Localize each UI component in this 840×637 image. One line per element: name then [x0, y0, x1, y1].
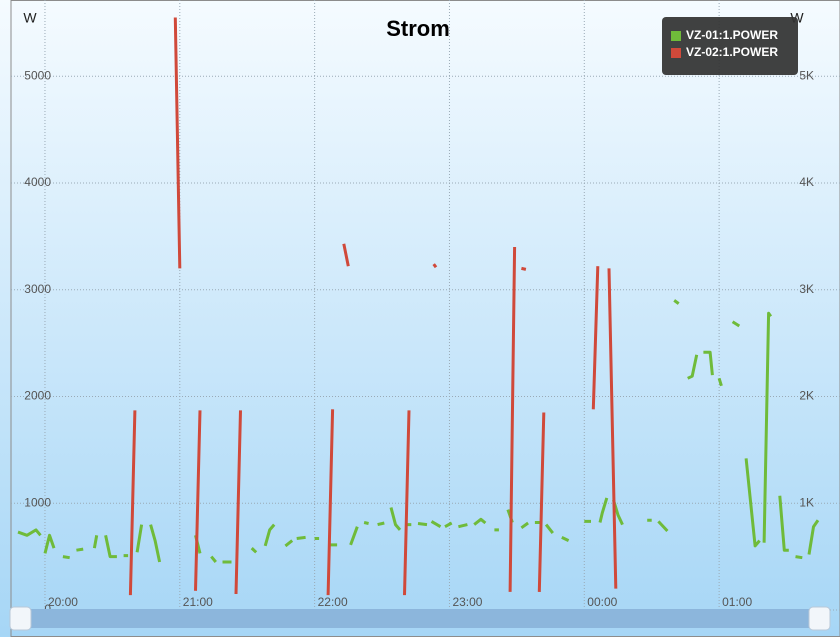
y2-tick-label: 5K [799, 68, 814, 82]
y2-tick-label: 4K [799, 175, 814, 189]
legend-label: VZ-02:1.POWER [686, 45, 778, 59]
series-line [17, 299, 820, 564]
x-tick-label: 22:00 [318, 595, 348, 609]
scrollbar-track[interactable] [14, 609, 826, 628]
scrollbar[interactable] [9, 606, 831, 631]
x-tick-label: 21:00 [183, 595, 213, 609]
y-axis-label: W [23, 10, 37, 26]
x-tick-label: 20:00 [48, 595, 78, 609]
scroll-handle-right[interactable] [808, 606, 831, 631]
x-tick-label: 00:00 [587, 595, 617, 609]
x-tick-label: 23:00 [452, 595, 482, 609]
y2-tick-label: 1K [799, 495, 814, 509]
series-line [128, 17, 618, 596]
legend: VZ-01:1.POWER VZ-02:1.POWER [662, 17, 798, 75]
axis-labels: 0100020003000400050001K2K3K4K5K20:0021:0… [24, 68, 814, 616]
scroll-handle-left[interactable] [9, 606, 32, 631]
plot-lines [17, 17, 820, 596]
chart-title: Strom [386, 16, 450, 41]
x-tick-label: 01:00 [722, 595, 752, 609]
y-tick-label: 2000 [24, 389, 51, 403]
y-tick-label: 3000 [24, 282, 51, 296]
y2-tick-label: 2K [799, 389, 814, 403]
legend-label: VZ-01:1.POWER [686, 28, 778, 42]
y2-tick-label: 3K [799, 282, 814, 296]
legend-swatch [671, 48, 681, 58]
y-tick-label: 4000 [24, 175, 51, 189]
y-tick-label: 5000 [24, 68, 51, 82]
legend-swatch [671, 31, 681, 41]
y-tick-label: 1000 [24, 495, 51, 509]
legend-box [662, 17, 798, 75]
